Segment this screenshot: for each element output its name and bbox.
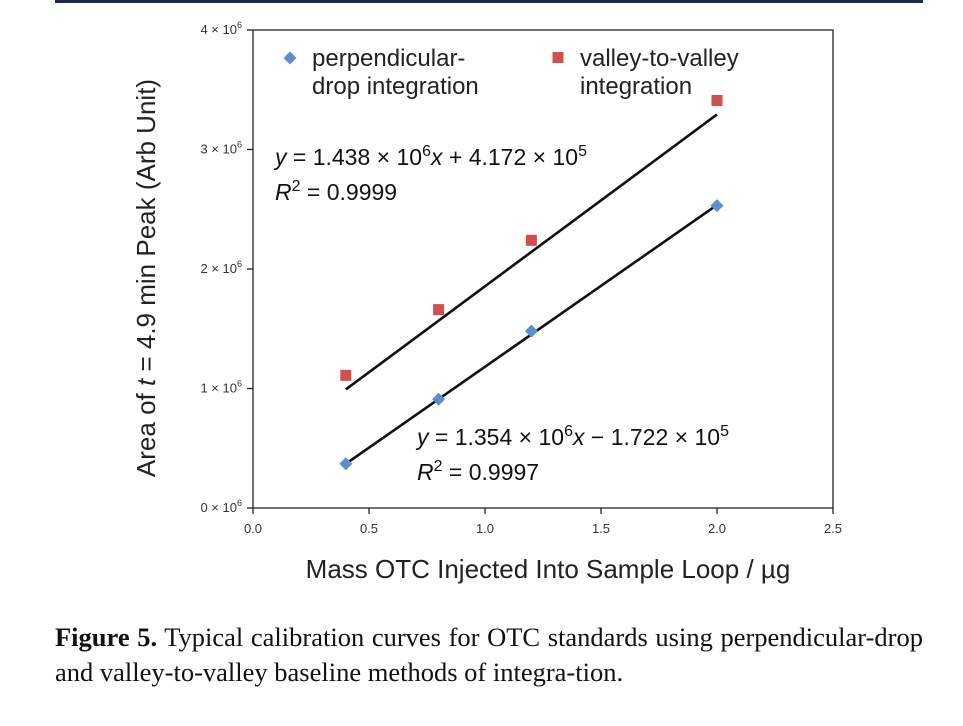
header-rule	[55, 0, 923, 3]
fit-equations: y = 1.354 × 106x − 1.722 × 105 R2 = 0.999…	[273, 143, 729, 485]
x-tick-label: 1.0	[476, 521, 494, 536]
square-point	[340, 369, 352, 381]
x-tick-label: 1.5	[592, 521, 610, 536]
calibration-chart: 0.0 0.5 1.0 1.5 2.0 2.5 0 × 106 1 × 106 2 × 106 3…	[131, 20, 842, 584]
y-tick-label: 4 × 106	[200, 20, 242, 37]
square-point	[711, 95, 723, 107]
legend-label: perpendicular-	[312, 45, 465, 72]
x-tick-label: 0.0	[244, 521, 262, 536]
x-axis-title: Mass OTC Injected Into Sample Loop / µg	[306, 554, 791, 584]
figure-caption: Figure 5. Typical calibration curves for…	[55, 620, 923, 690]
legend-label: integration	[580, 73, 692, 100]
r-squared-diamond: R2 = 0.9997	[417, 458, 539, 485]
x-tick-label: 2.0	[708, 521, 726, 536]
diamond-point	[339, 457, 353, 471]
equation-square: y = 1.438 × 106x + 4.172 × 105	[273, 143, 587, 170]
axis-ticks: 0.0 0.5 1.0 1.5 2.0 2.5 0 × 106 1 × 106 2 × 106 3…	[200, 20, 842, 536]
y-tick-label: 2 × 106	[200, 259, 242, 276]
y-tick-label: 3 × 106	[200, 140, 242, 157]
legend-label: drop integration	[312, 73, 479, 100]
legend-marker-diamond	[283, 51, 297, 65]
fit-line-square	[345, 113, 718, 391]
caption-text: Typical calibration curves for OTC stand…	[55, 622, 923, 687]
square-point	[433, 304, 445, 316]
caption-label: Figure 5.	[55, 622, 158, 652]
y-tick-label: 0 × 106	[200, 498, 242, 515]
legend-marker-square	[552, 52, 564, 63]
data-markers	[339, 95, 724, 471]
legend: perpendicular-drop integration valley-to-…	[283, 45, 739, 100]
square-point	[525, 234, 537, 246]
y-tick-label: 1 × 106	[200, 379, 242, 396]
y-axis-title: Area of t = 4.9 min Peak (Arb Unit)	[131, 79, 161, 477]
r-squared-square: R2 = 0.9999	[275, 178, 397, 205]
diamond-point	[710, 199, 724, 213]
legend-label: valley-to-valley	[580, 45, 739, 72]
x-tick-label: 2.5	[824, 521, 842, 536]
diamond-point	[524, 324, 538, 338]
diamond-point	[432, 392, 446, 406]
x-tick-label: 0.5	[360, 521, 378, 536]
equation-diamond: y = 1.354 × 106x − 1.722 × 105	[415, 423, 729, 450]
